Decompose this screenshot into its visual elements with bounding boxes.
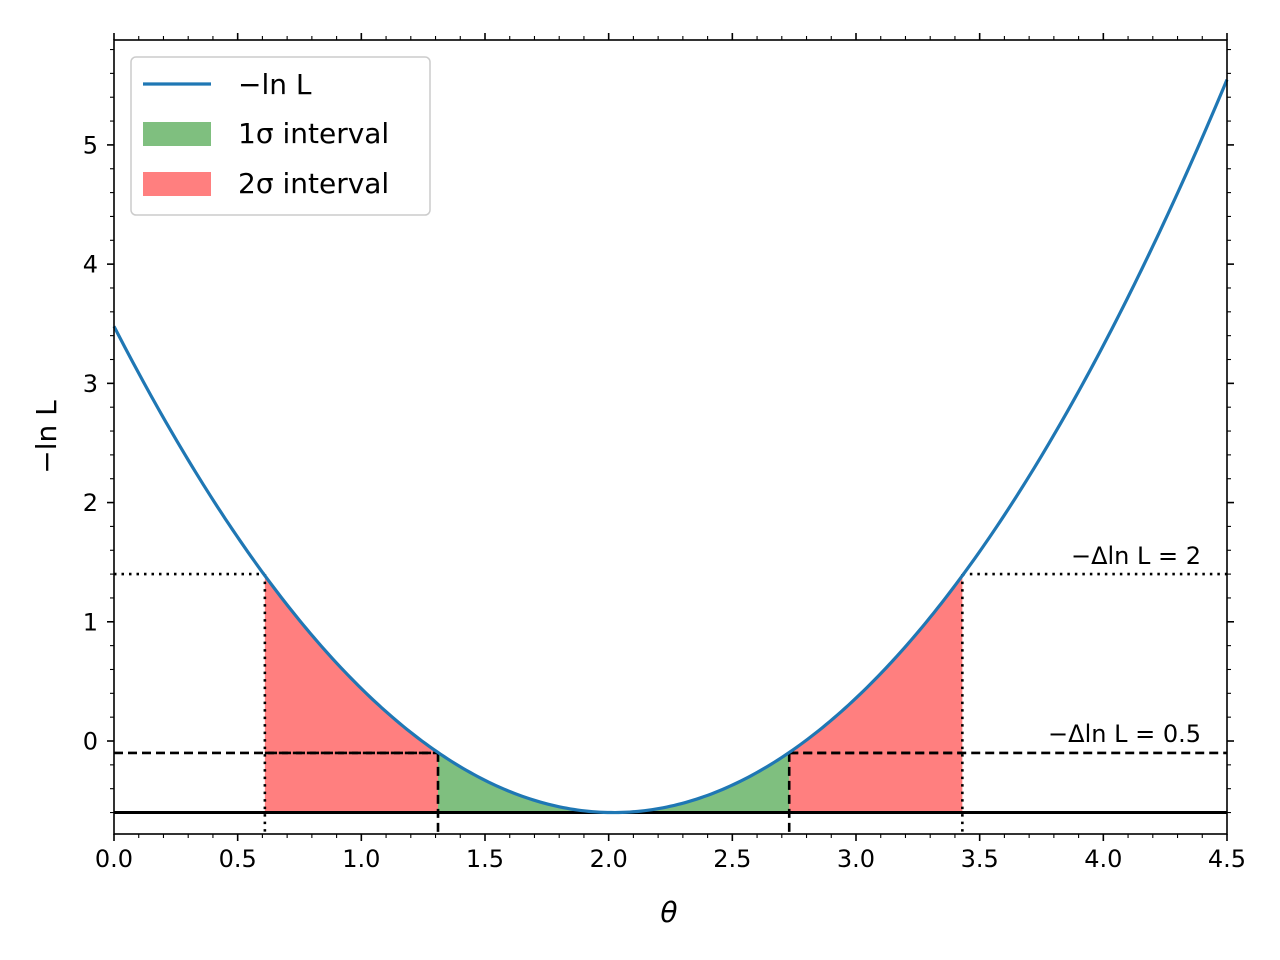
y-tick-label: 4 xyxy=(83,251,98,279)
x-tick-label: 0.0 xyxy=(95,845,133,873)
tick-labels: 0.0 0.5 1.0 1.5 2.0 2.5 3.0 3.5 4.0 4.5 0 1 2 3 4 5 xyxy=(83,131,1246,873)
axis-ticks xyxy=(107,33,1234,841)
x-tick-label: 4.5 xyxy=(1208,845,1246,873)
x-axis-title: θ xyxy=(660,896,677,929)
legend-swatch-2sigma xyxy=(143,172,211,196)
neg-log-likelihood-curve xyxy=(112,79,1229,815)
legend-label-1sigma: 1σ interval xyxy=(238,117,389,150)
y-tick-label: 3 xyxy=(83,370,98,398)
x-tick-label: 2.0 xyxy=(590,845,628,873)
x-tick-label: 4.0 xyxy=(1084,845,1122,873)
delta-05-annotation: −Δln L = 0.5 xyxy=(1048,720,1201,748)
x-tick-label: 3.0 xyxy=(837,845,875,873)
legend-swatch-1sigma xyxy=(143,122,211,146)
y-tick-label: 0 xyxy=(83,728,98,756)
y-tick-label: 1 xyxy=(83,608,98,636)
x-tick-label: 1.5 xyxy=(466,845,504,873)
y-axis-title: −ln L xyxy=(30,400,63,474)
legend: −ln L 1σ interval 2σ interval xyxy=(130,56,431,216)
x-tick-label: 1.0 xyxy=(342,845,380,873)
y-tick-label: 5 xyxy=(83,131,98,159)
y-tick-label: 2 xyxy=(83,489,98,517)
delta-2-annotation: −Δln L = 2 xyxy=(1071,542,1201,570)
reference-lines xyxy=(114,572,1227,834)
x-tick-label: 0.5 xyxy=(219,845,257,873)
legend-label-2sigma: 2σ interval xyxy=(238,167,389,200)
x-tick-label: 2.5 xyxy=(713,845,751,873)
interval-fills xyxy=(264,575,963,813)
plot-frame xyxy=(113,39,1228,835)
legend-label-curve: −ln L xyxy=(238,68,312,101)
x-tick-label: 3.5 xyxy=(961,845,999,873)
